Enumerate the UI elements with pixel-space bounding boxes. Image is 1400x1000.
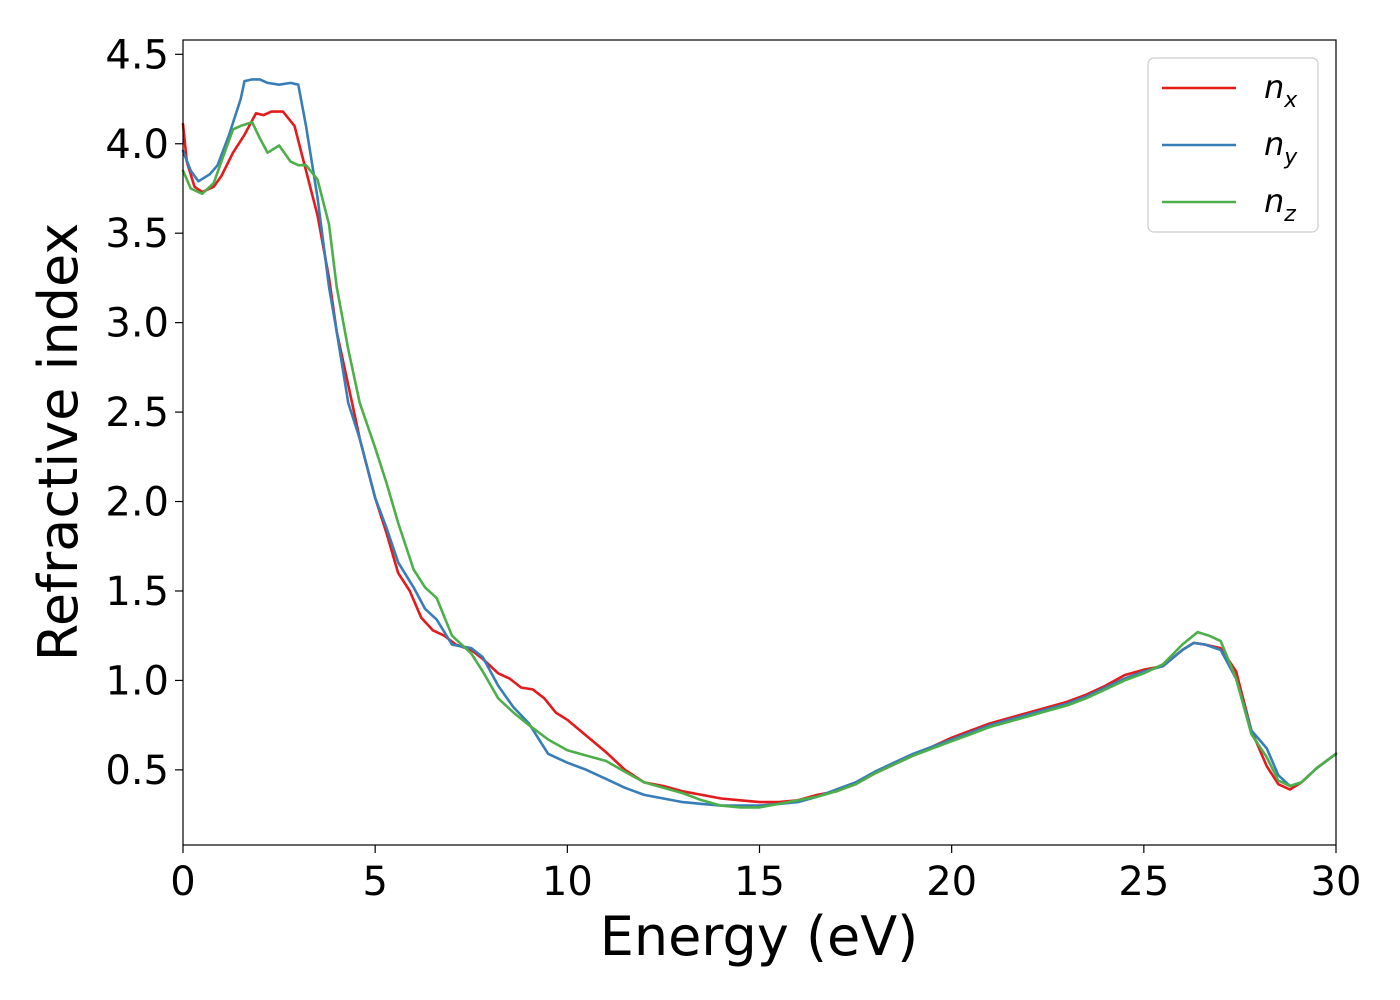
x-axis-title: Energy (eV) xyxy=(600,905,919,968)
legend-label-subscript: z xyxy=(1283,202,1296,227)
x-tick-label: 25 xyxy=(1118,859,1169,905)
legend-label-subscript: x xyxy=(1283,88,1298,113)
x-tick-label: 15 xyxy=(734,859,785,905)
series-line-nz xyxy=(181,121,1338,809)
y-tick-label: 3.0 xyxy=(105,301,169,347)
x-tick-label: 20 xyxy=(926,859,977,905)
y-tick-label: 3.5 xyxy=(105,211,169,257)
legend-label-nx: nx xyxy=(1264,68,1298,113)
y-tick-label: 4.0 xyxy=(105,122,169,168)
y-tick-label: 2.0 xyxy=(105,480,169,526)
x-tick-label: 5 xyxy=(362,859,387,905)
y-tick-label: 1.0 xyxy=(105,658,169,704)
series-layer xyxy=(181,78,1338,809)
legend-label-ny: ny xyxy=(1264,125,1298,170)
y-tick-label: 2.5 xyxy=(105,390,169,436)
y-axis-title: Refractive index xyxy=(27,223,90,662)
x-tick-label: 0 xyxy=(170,859,195,905)
x-tick-label: 10 xyxy=(542,859,593,905)
y-axis: 0.5 1.0 1.5 2.0 2.5 3.0 3.5 4.0 4.5 xyxy=(105,32,183,794)
legend-label-main: n xyxy=(1264,182,1284,220)
y-tick-label: 4.5 xyxy=(105,32,169,78)
legend-label-main: n xyxy=(1264,125,1284,163)
y-tick-label: 0.5 xyxy=(105,748,169,794)
x-tick-label: 30 xyxy=(1311,859,1362,905)
legend-label-nz: nz xyxy=(1264,182,1296,227)
x-axis: 0 5 10 15 20 25 30 xyxy=(170,845,1361,905)
y-tick-label: 1.5 xyxy=(105,569,169,615)
legend-label-main: n xyxy=(1264,68,1284,106)
legend-label-subscript: y xyxy=(1283,145,1298,170)
